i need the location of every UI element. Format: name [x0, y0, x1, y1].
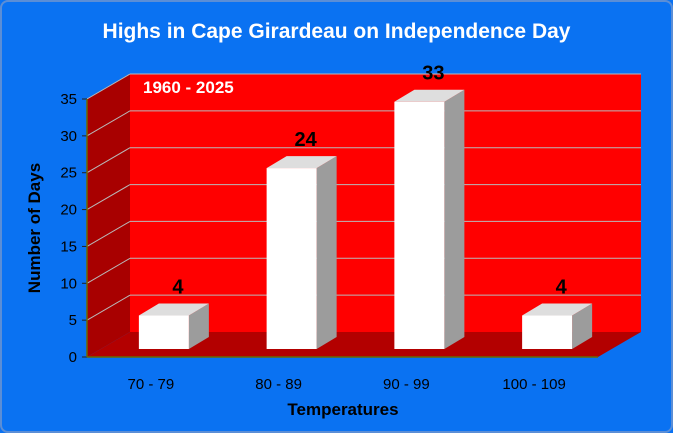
- gridline-side: [86, 257, 131, 284]
- bar: [266, 168, 317, 349]
- x-tick-label: 70 - 79: [128, 376, 175, 393]
- back-wall: [130, 74, 641, 332]
- bar-top: [138, 303, 209, 316]
- x-tick-label: 100 - 109: [502, 376, 565, 393]
- gridline-side: [86, 110, 131, 137]
- x-tick-label: 80 - 89: [255, 376, 302, 393]
- x-axis-label: Temperatures: [287, 400, 399, 419]
- gridline-side: [86, 294, 131, 321]
- data-label: 4: [556, 277, 568, 299]
- bar: [522, 315, 573, 349]
- gridline-side: [86, 220, 131, 247]
- data-label: 33: [422, 63, 444, 85]
- y-tick-label: 35: [60, 91, 77, 108]
- bar-side: [572, 303, 593, 349]
- data-label: 4: [172, 277, 184, 299]
- y-tick-label: 10: [60, 275, 77, 292]
- bar: [138, 315, 189, 349]
- floor: [87, 332, 641, 357]
- y-tick-label: 5: [69, 312, 77, 329]
- gridline-side: [86, 73, 131, 100]
- y-tick-label: 30: [60, 128, 77, 145]
- bar-top: [266, 156, 337, 169]
- bar: [394, 101, 445, 349]
- annotation-date-range: 1960 - 2025: [143, 78, 234, 97]
- y-tick-label: 0: [69, 349, 77, 366]
- chart-title: Highs in Cape Girardeau on Independence …: [102, 20, 571, 43]
- x-tick-label: 90 - 99: [383, 376, 430, 393]
- bar-top: [522, 303, 593, 316]
- y-tick-label: 15: [60, 238, 77, 255]
- bar-side: [444, 89, 465, 349]
- bar-side: [316, 156, 337, 349]
- gridline-side: [86, 147, 131, 174]
- side-wall: [87, 74, 130, 357]
- gridline-side: [86, 184, 131, 211]
- bar-side: [188, 303, 209, 349]
- y-tick-label: 20: [60, 202, 77, 219]
- bar-top: [394, 89, 465, 102]
- data-label: 24: [295, 129, 318, 151]
- y-tick-label: 25: [60, 165, 77, 182]
